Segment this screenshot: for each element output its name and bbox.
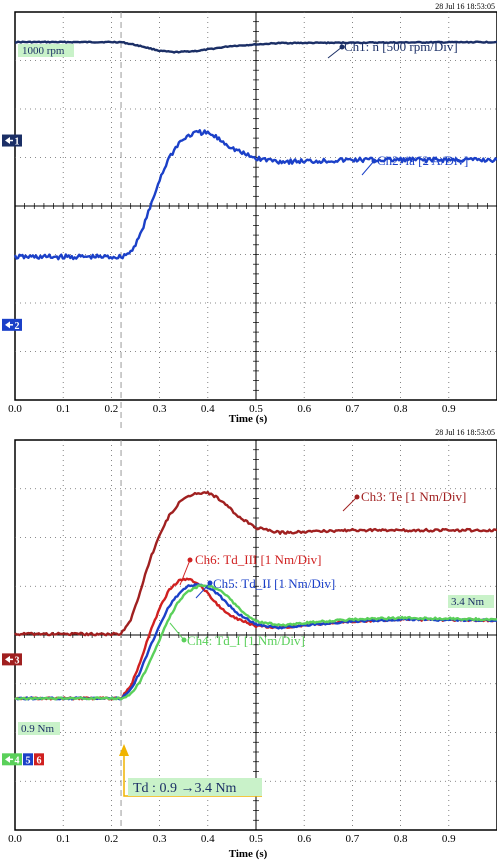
ref-label: 1000 rpm — [22, 45, 65, 57]
x-tick-label: 0.0 — [8, 833, 22, 845]
x-tick-label: 0.9 — [442, 833, 456, 845]
leader-ch2 — [361, 160, 375, 176]
x-tick-label: 0.1 — [56, 833, 70, 845]
step-annotation: Td : 0.9 →3.4 Nm — [133, 781, 237, 796]
x-tick-label: 0.3 — [153, 833, 167, 845]
channel-marker-label: 1 — [15, 137, 20, 148]
channel-marker-5: 5 — [23, 753, 33, 766]
x-tick-label: 0.1 — [56, 403, 70, 415]
bottom-oscilloscope-panel: 28 Jul 16 18:53:05 0.0 0.1 0.2 0.3 0.4 0.5 0.6… — [2, 428, 497, 860]
channel-marker-1: 1 — [2, 134, 22, 148]
x-tick-label: 0.6 — [297, 403, 311, 415]
x-tick-label: 0.4 — [201, 403, 215, 415]
channel-marker-6: 6 — [34, 753, 44, 766]
channel-marker-label: 5 — [26, 755, 31, 766]
series-label-ch1: Ch1: n [500 rpm/Div] — [344, 39, 458, 54]
x-tick-label: 0.4 — [201, 833, 215, 845]
x-tick-label: 0.6 — [297, 833, 311, 845]
x-tick-label: 0.5 — [249, 833, 263, 845]
ref-label-box-high — [448, 595, 494, 608]
x-tick-label: 0.2 — [105, 833, 119, 845]
series-label-ch5: Ch5: Td_II [1 Nm/Div] — [213, 576, 335, 591]
channel-marker-2: 2 — [2, 318, 22, 332]
x-tick-label: 0.0 — [8, 403, 22, 415]
channel-marker-4: 4 — [2, 753, 22, 766]
ref-label-high: 3.4 Nm — [451, 596, 484, 608]
series-label-ch2: Ch2: ia [2 A/Div] — [377, 153, 468, 168]
channel-marker-label: 3 — [15, 655, 20, 666]
x-tick-label: 0.8 — [394, 403, 408, 415]
x-tick-label: 0.8 — [394, 833, 408, 845]
bottom-timestamp: 28 Jul 16 18:53:05 — [435, 428, 495, 437]
series-line-2 — [13, 129, 497, 261]
top-timestamp: 28 Jul 16 18:53:05 — [435, 2, 495, 11]
channel-marker-3: 3 — [2, 653, 22, 666]
x-tick-label: 0.7 — [346, 403, 360, 415]
x-tick-label: 0.3 — [153, 403, 167, 415]
ref-label-low: 0.9 Nm — [21, 723, 54, 735]
series-label-ch6: Ch6: Td_III [1 Nm/Div] — [195, 552, 322, 567]
top-oscilloscope-panel: 28 Jul 16 18:53:05 0.0 0.1 0.2 0.3 0.4 0.5 0.6… — [2, 2, 497, 430]
series-label-ch3: Ch3: Te [1 Nm/Div] — [361, 489, 466, 504]
series-line-1 — [14, 490, 497, 637]
x-tick-label: 0.9 — [442, 403, 456, 415]
annotation-box — [128, 778, 262, 796]
ref-label-box-low — [18, 722, 60, 735]
leader-ch1 — [327, 46, 343, 59]
series-label-ch4: Ch4: Td_I [1 Nm/Div] — [187, 633, 305, 648]
x-tick-label: 0.5 — [249, 403, 263, 415]
x-axis-title: Time (s) — [229, 413, 268, 425]
series-line-1 — [14, 40, 497, 54]
x-tick-label: 0.2 — [105, 403, 119, 415]
channel-marker-label: 4 — [15, 755, 20, 766]
x-tick-label: 0.7 — [346, 833, 360, 845]
channel-marker-label: 6 — [37, 755, 42, 766]
x-axis-title: Time (s) — [229, 848, 268, 860]
series-line-4 — [14, 584, 497, 701]
ref-label-box — [18, 44, 74, 57]
channel-marker-label: 2 — [15, 321, 20, 332]
